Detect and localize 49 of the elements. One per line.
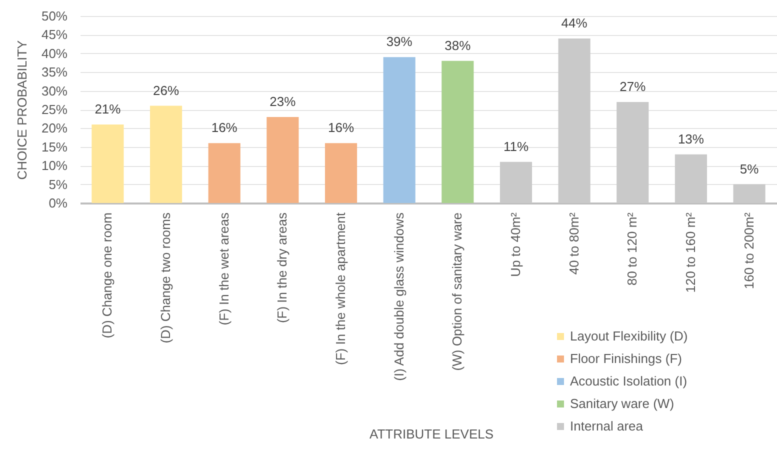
bar xyxy=(383,57,416,203)
data-label: 39% xyxy=(386,34,413,50)
data-label: 11% xyxy=(503,138,529,154)
x-tick-label: (F) In the dry areas xyxy=(274,212,290,324)
x-tick-label: Up to 40m² xyxy=(508,212,523,277)
y-tick-label: 0% xyxy=(48,196,68,210)
y-tick-label: 45% xyxy=(41,27,68,42)
x-tick-label: 120 to 160 m² xyxy=(682,212,698,293)
bar xyxy=(266,116,299,203)
bar xyxy=(92,124,124,203)
y-tick-label: 50% xyxy=(41,8,68,24)
data-label: 27% xyxy=(620,79,646,94)
x-tick-label: (W) Option of sanitary ware xyxy=(450,212,465,371)
bar xyxy=(442,60,474,203)
x-tick-label: (F) In the whole apartment xyxy=(333,212,348,365)
data-label: 5% xyxy=(740,161,760,176)
x-axis-title: ATTRIBUTE LEVELS xyxy=(369,426,494,442)
data-label: 16% xyxy=(328,120,354,136)
data-label: 13% xyxy=(678,131,704,146)
y-tick-label: 25% xyxy=(41,102,68,117)
legend-label: Floor Finishings (F) xyxy=(570,351,682,366)
x-tick-label: 80 to 120 m² xyxy=(624,212,640,286)
x-tick-label: 160 to 200m² xyxy=(741,212,756,290)
x-tick-label: 40 to 80m² xyxy=(566,212,582,275)
data-label: 23% xyxy=(270,94,296,109)
x-tick-label: (I) Add double glass windows xyxy=(391,212,406,381)
y-tick-label: 35% xyxy=(41,64,68,80)
data-label: 16% xyxy=(211,120,238,136)
x-tick-label: (F) In the wet areas xyxy=(216,212,232,326)
y-tick-label: 20% xyxy=(41,120,68,136)
y-tick-label: 10% xyxy=(41,158,68,174)
data-label: 21% xyxy=(94,101,122,116)
legend-label: Layout Flexibility (D) xyxy=(570,328,688,344)
data-label: 26% xyxy=(153,82,180,98)
x-tick-label: (D) Change one room xyxy=(100,212,115,338)
legend-label: Sanitary ware (W) xyxy=(570,396,674,411)
bar xyxy=(324,143,358,203)
y-tick-label: 15% xyxy=(41,139,68,154)
data-label: 38% xyxy=(444,38,472,53)
legend-label: Acoustic Isolation (I) xyxy=(570,374,688,388)
y-tick-label: 30% xyxy=(41,83,68,98)
x-tick-label: (D) Change two rooms xyxy=(158,212,174,344)
y-tick-label: 5% xyxy=(48,176,68,192)
data-label: 44% xyxy=(561,15,588,30)
legend-label: Internal area xyxy=(570,418,644,434)
bar xyxy=(208,143,240,203)
bar xyxy=(150,106,182,203)
y-axis-title: CHOICE PROBABILITY xyxy=(14,40,30,180)
y-tick-label: 40% xyxy=(41,46,68,61)
